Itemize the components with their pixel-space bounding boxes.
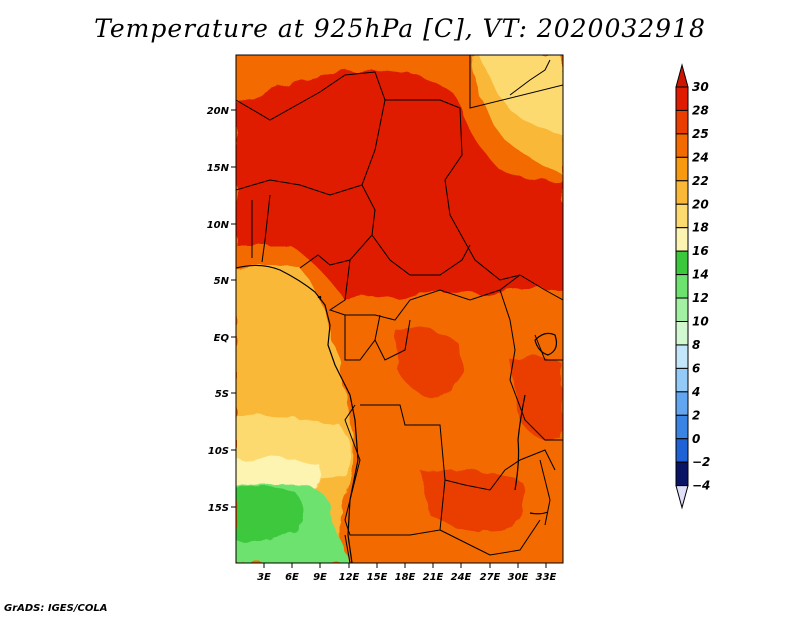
legend-label: 12 bbox=[692, 291, 709, 305]
lat-label: 10S bbox=[208, 446, 229, 457]
legend-label: −4 bbox=[692, 479, 710, 493]
legend-swatch bbox=[675, 367, 689, 393]
border-chad-sudan bbox=[385, 99, 521, 281]
lon-label: 6E bbox=[285, 572, 299, 583]
map-title: Temperature at 925hPa [C], VT: 202003291… bbox=[94, 14, 706, 43]
country-borders bbox=[236, 55, 563, 563]
legend-label: 0 bbox=[692, 432, 700, 446]
border-gabon-congo bbox=[344, 314, 381, 361]
lon-label: 18E bbox=[395, 572, 416, 583]
lat-label: 20N bbox=[207, 106, 230, 117]
legend-swatch bbox=[675, 344, 689, 369]
legend-label: 6 bbox=[692, 361, 700, 375]
lat-label: 5N bbox=[214, 276, 230, 287]
lake-tanganyika bbox=[514, 394, 526, 491]
lon-label: 24E bbox=[451, 572, 472, 583]
legend-swatch bbox=[675, 227, 689, 252]
map-frame bbox=[235, 54, 564, 564]
legend-swatch bbox=[675, 86, 689, 111]
legend-swatch bbox=[675, 321, 689, 346]
field-east-patch-1 bbox=[395, 327, 463, 400]
legend-swatch bbox=[675, 414, 689, 440]
legend-label: 20 bbox=[692, 197, 709, 211]
border-south-sudan bbox=[519, 274, 563, 301]
legend-label: 25 bbox=[692, 127, 709, 141]
lon-label: 30E bbox=[508, 572, 529, 583]
border-angola-north bbox=[360, 404, 466, 486]
lon-label: 9E bbox=[313, 572, 327, 583]
coastline-west bbox=[236, 264, 359, 563]
legend-swatch bbox=[675, 274, 689, 299]
border-niger-nigeria bbox=[236, 71, 386, 269]
legend-label: 16 bbox=[692, 244, 709, 258]
lon-label: 27E bbox=[480, 572, 501, 583]
legend-label: 28 bbox=[692, 103, 709, 117]
legend-swatch bbox=[675, 438, 689, 463]
legend-swatch bbox=[675, 203, 689, 229]
border-namibia bbox=[344, 534, 351, 563]
field-ocean-cool bbox=[236, 458, 322, 490]
field-south-patch bbox=[420, 468, 525, 531]
border-malawi bbox=[539, 459, 551, 526]
legend-arrow-top bbox=[675, 63, 689, 88]
legend-label: 18 bbox=[692, 221, 709, 235]
legend-label: 24 bbox=[692, 150, 709, 164]
border-uganda-kenya bbox=[534, 334, 563, 361]
temperature-field bbox=[236, 55, 563, 563]
legend-swatch bbox=[675, 109, 689, 135]
lon-label: 21E bbox=[423, 572, 444, 583]
field-east-patch-2 bbox=[510, 356, 563, 441]
lat-label: 15N bbox=[207, 163, 230, 174]
legend-label: 4 bbox=[691, 385, 700, 399]
border-zambia bbox=[464, 449, 556, 491]
border-car-south bbox=[328, 259, 521, 321]
legend-label: 30 bbox=[692, 80, 709, 94]
lon-label: 12E bbox=[339, 572, 360, 583]
border-benin bbox=[261, 194, 271, 263]
legend-arrow-bottom bbox=[675, 485, 689, 510]
lon-labels: 3E 6E 9E 12E 15E 18E 21E 24E 27E 30E 33E bbox=[257, 572, 556, 583]
border-car-north bbox=[371, 234, 471, 276]
lon-label: 3E bbox=[257, 572, 271, 583]
border-congo-drc bbox=[374, 319, 411, 361]
lat-label: 10N bbox=[207, 220, 230, 231]
border-libya-egypt bbox=[469, 55, 563, 109]
legend-swatch bbox=[675, 297, 689, 322]
border-sahel bbox=[236, 179, 363, 196]
border-angola bbox=[344, 404, 446, 536]
lake-kariba bbox=[529, 511, 549, 515]
field-green-dark bbox=[236, 486, 304, 540]
legend-label: 14 bbox=[692, 268, 709, 282]
legend-swatch bbox=[675, 133, 689, 158]
legend-label: −2 bbox=[692, 455, 710, 469]
legend-label: 22 bbox=[692, 174, 709, 188]
lon-label: 33E bbox=[536, 572, 557, 583]
lake-victoria bbox=[534, 332, 558, 356]
grads-credit: GrADS: IGES/COLA bbox=[4, 603, 108, 614]
lon-ticks bbox=[263, 563, 547, 568]
legend-swatch bbox=[675, 461, 689, 487]
lat-label: 5S bbox=[215, 389, 229, 400]
lat-label: 15S bbox=[208, 503, 229, 514]
lat-labels: 20N 15N 10N 5N EQ 5S 10S 15S bbox=[207, 106, 230, 514]
field-hot-core bbox=[236, 69, 563, 301]
border-botswana-zimbabwe bbox=[439, 519, 541, 556]
border-east-africa bbox=[499, 289, 563, 441]
lat-ticks bbox=[231, 109, 236, 508]
border-nile-line bbox=[509, 59, 551, 96]
legend-label: 8 bbox=[692, 338, 700, 352]
legend-label: 10 bbox=[692, 315, 709, 329]
legend-swatch bbox=[675, 156, 689, 182]
legend-swatch bbox=[675, 250, 689, 276]
lat-label: EQ bbox=[214, 333, 230, 344]
lon-label: 15E bbox=[367, 572, 388, 583]
legend-swatch bbox=[675, 391, 689, 416]
bioko-island bbox=[317, 295, 322, 301]
legend-label: 2 bbox=[692, 408, 700, 422]
legend-swatch bbox=[675, 180, 689, 205]
coastline bbox=[236, 264, 558, 563]
